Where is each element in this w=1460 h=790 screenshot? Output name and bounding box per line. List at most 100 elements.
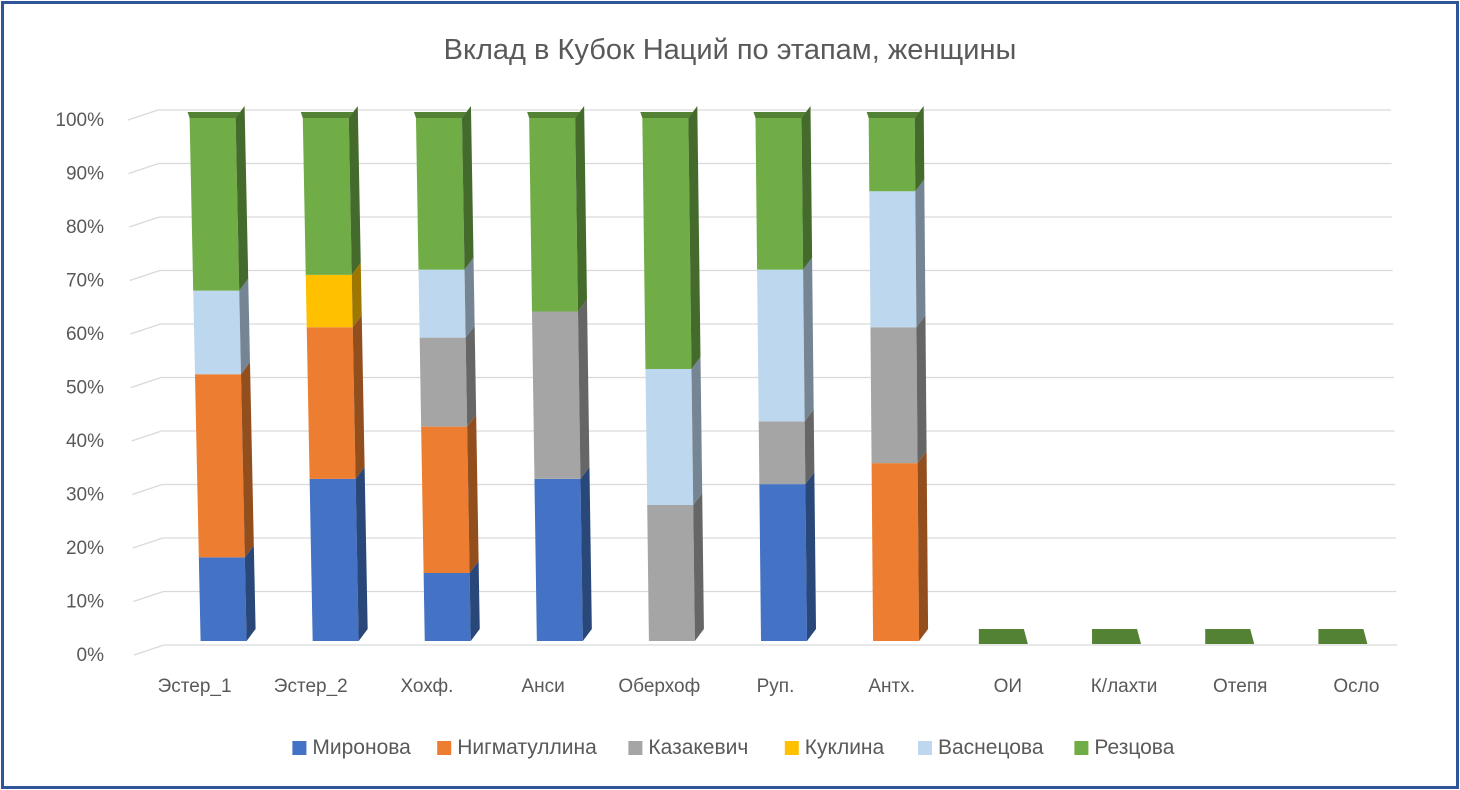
- bar-empty-marker: [1318, 629, 1368, 644]
- y-tick-label: 30%: [66, 485, 104, 506]
- y-tick-label: 50%: [66, 378, 104, 399]
- legend-swatch: [292, 741, 307, 755]
- bar-top-cap: [866, 112, 920, 118]
- bar-segment: [757, 269, 805, 422]
- bar-segment-side: [348, 106, 361, 275]
- y-tick-label: 20%: [66, 538, 104, 559]
- bar-segment-side: [691, 357, 703, 506]
- legend-label: Васнецова: [938, 736, 1044, 759]
- gridline: [130, 376, 1394, 389]
- legend-label: Резцова: [1094, 736, 1174, 759]
- bar-segment: [869, 191, 917, 328]
- x-tick-label: Эстер_2: [274, 676, 348, 697]
- bar-top-cap: [413, 112, 467, 118]
- bar-segment-side: [580, 466, 592, 641]
- bar-segment-side: [917, 451, 929, 641]
- bar-segment-side: [803, 257, 814, 422]
- bar-segment-side: [239, 278, 250, 375]
- bar-segment-side: [801, 106, 813, 270]
- bar-empty-marker: [978, 629, 1028, 644]
- bar-segment-side: [464, 257, 475, 338]
- bar-segment: [198, 557, 247, 641]
- x-tick-label: Руп.: [757, 676, 795, 697]
- gridline: [130, 323, 1394, 335]
- legend-label: Нигматуллина: [457, 736, 597, 759]
- bar-segment: [645, 369, 694, 506]
- bar-top-cap: [640, 112, 694, 118]
- bar-segment-side: [805, 472, 816, 641]
- bar-segment-side: [804, 409, 815, 485]
- bar-segment: [870, 327, 918, 464]
- bar-segment-side: [914, 106, 925, 192]
- bar-segment: [759, 484, 807, 641]
- bar-segment: [871, 463, 920, 641]
- x-tick-label: Хохф.: [400, 676, 453, 697]
- bar-segment: [642, 118, 692, 370]
- legend-swatch: [784, 741, 799, 755]
- bar-segment: [194, 374, 245, 558]
- gridline: [132, 537, 1396, 549]
- x-tick-label: Эстер_1: [158, 676, 232, 697]
- bar-segment-side: [244, 545, 256, 641]
- gridline: [127, 109, 1391, 121]
- gridline: [131, 483, 1396, 496]
- chart-svg: Вклад в Кубок Наций по этапам, женщины 0…: [55, 34, 1397, 759]
- bars: [187, 106, 1368, 644]
- bar-segment-side: [235, 106, 249, 291]
- y-axis-labels: 0% 10% 20% 30% 40% 50% 60% 70% 80% 90% 100%: [55, 110, 104, 666]
- bar-segment-side: [577, 299, 590, 479]
- bar-segment-side: [915, 179, 926, 328]
- legend-swatch: [628, 741, 643, 755]
- bar-segment-side: [355, 466, 368, 641]
- bar-segment: [529, 118, 578, 312]
- bar-segment: [415, 118, 465, 270]
- legend-swatch: [1074, 741, 1089, 755]
- bar-empty-marker: [1205, 629, 1255, 644]
- bar-segment-side: [693, 493, 704, 641]
- y-tick-label: 60%: [66, 324, 104, 345]
- bar-segment-side: [916, 315, 927, 464]
- gridline: [128, 162, 1392, 175]
- legend-label: Куклина: [805, 736, 885, 759]
- x-tick-label: ОИ: [994, 676, 1022, 697]
- bar-segment-side: [688, 106, 701, 370]
- bar-segment: [534, 478, 583, 641]
- legend-label: Миронова: [312, 736, 411, 759]
- y-tick-label: 90%: [66, 164, 104, 185]
- bar-segment-side: [469, 561, 480, 641]
- bar-top-cap: [187, 112, 241, 118]
- x-tick-label: К/лахти: [1091, 676, 1158, 697]
- bar-segment-side: [352, 315, 365, 479]
- bar-segment: [531, 311, 581, 479]
- y-tick-label: 100%: [55, 110, 104, 131]
- y-tick-label: 70%: [66, 271, 104, 292]
- bar-empty-marker: [1092, 629, 1142, 644]
- gridline: [129, 269, 1393, 282]
- gridline: [128, 216, 1393, 228]
- legend-swatch: [437, 741, 452, 755]
- gridline: [133, 590, 1397, 603]
- x-tick-label: Осло: [1333, 676, 1379, 697]
- bar-segment-side: [575, 106, 587, 312]
- bar-top-cap: [753, 112, 807, 118]
- bar-segment: [305, 274, 353, 328]
- gridline: [133, 644, 1397, 656]
- bar-segment: [418, 269, 466, 338]
- y-tick-label: 10%: [66, 592, 104, 613]
- bar-segment: [758, 421, 806, 485]
- x-tick-label: Анси: [521, 676, 564, 697]
- bar-segment-side: [351, 262, 362, 328]
- bar-segment: [868, 118, 916, 192]
- y-tick-label: 40%: [66, 431, 104, 452]
- bar-segment: [189, 118, 240, 291]
- y-tick-label: 80%: [66, 217, 104, 238]
- gridline: [131, 430, 1395, 442]
- x-tick-label: Антх.: [868, 676, 915, 697]
- bar-top-cap: [527, 112, 581, 118]
- legend: Миронова Нигматуллина Казакевич Куклина Васн…: [292, 736, 1175, 759]
- bar-segment: [306, 327, 356, 479]
- bar-segment: [419, 337, 468, 427]
- bar-segment-side: [240, 362, 254, 558]
- legend-label: Казакевич: [648, 736, 748, 759]
